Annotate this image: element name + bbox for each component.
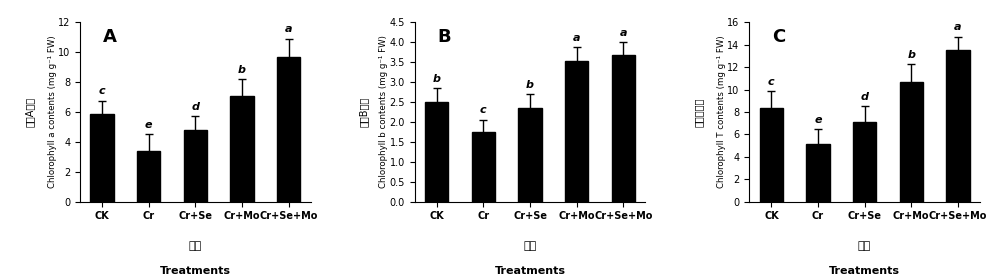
Bar bbox=[612, 55, 635, 202]
Text: d: d bbox=[861, 92, 869, 102]
Text: d: d bbox=[191, 102, 199, 112]
Bar bbox=[565, 61, 588, 202]
Text: a: a bbox=[954, 22, 962, 32]
Text: C: C bbox=[772, 28, 786, 46]
Text: 叶综A含量: 叶综A含量 bbox=[24, 97, 34, 127]
Bar bbox=[472, 132, 495, 202]
Text: e: e bbox=[145, 120, 153, 130]
Bar bbox=[137, 151, 160, 202]
Text: 处理: 处理 bbox=[858, 241, 871, 251]
Text: c: c bbox=[99, 86, 105, 96]
Text: 处理: 处理 bbox=[189, 241, 202, 251]
Bar bbox=[230, 95, 254, 202]
Bar bbox=[900, 82, 923, 202]
Y-axis label: Chlorophyll a contents (mg g⁻¹ FW): Chlorophyll a contents (mg g⁻¹ FW) bbox=[48, 36, 57, 188]
Y-axis label: Chlorophyll b contents (mg g⁻¹ FW): Chlorophyll b contents (mg g⁻¹ FW) bbox=[379, 36, 388, 188]
Y-axis label: Chlorophyll T contents (mg g⁻¹ FW): Chlorophyll T contents (mg g⁻¹ FW) bbox=[717, 36, 726, 188]
Text: 叶综B含量: 叶综B含量 bbox=[359, 97, 369, 127]
Text: B: B bbox=[438, 28, 451, 46]
Bar bbox=[90, 114, 114, 202]
Text: b: b bbox=[526, 80, 534, 90]
Text: 处理: 处理 bbox=[523, 241, 537, 251]
Text: 综叶综含量: 综叶综含量 bbox=[693, 97, 703, 127]
Text: A: A bbox=[103, 28, 117, 46]
Text: b: b bbox=[907, 50, 915, 60]
Bar bbox=[946, 50, 970, 202]
Text: c: c bbox=[480, 106, 487, 115]
Bar bbox=[184, 130, 207, 202]
Text: c: c bbox=[768, 77, 775, 87]
Text: a: a bbox=[285, 24, 292, 34]
Bar bbox=[760, 108, 783, 202]
Text: a: a bbox=[619, 28, 627, 38]
Bar bbox=[277, 57, 300, 202]
Bar bbox=[806, 144, 830, 202]
Text: Treatments: Treatments bbox=[494, 266, 566, 276]
Bar bbox=[518, 108, 542, 202]
Text: Treatments: Treatments bbox=[829, 266, 900, 276]
Text: b: b bbox=[238, 65, 246, 75]
Text: e: e bbox=[814, 115, 822, 125]
Text: a: a bbox=[573, 33, 580, 43]
Text: b: b bbox=[433, 74, 441, 84]
Bar bbox=[853, 122, 876, 202]
Text: Treatments: Treatments bbox=[160, 266, 231, 276]
Bar bbox=[425, 102, 448, 202]
